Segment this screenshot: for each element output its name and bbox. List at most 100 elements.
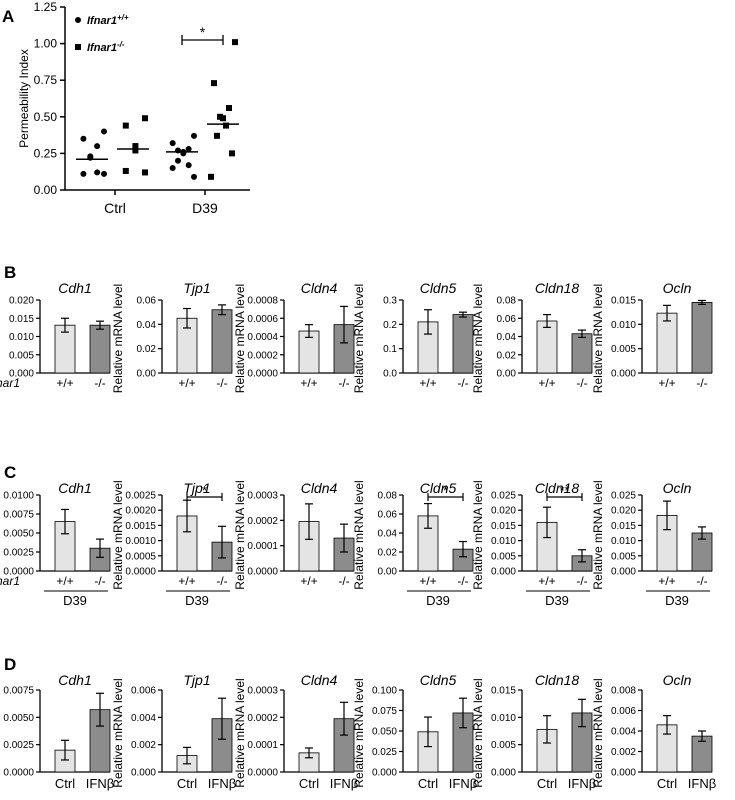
chart-title: Cldn18: [535, 480, 580, 496]
x-tick-label: IFNβ: [568, 776, 596, 791]
x-tick-label: Ctrl: [177, 776, 197, 791]
row-label: Ifnar1: [0, 574, 20, 588]
y-tick-label: 0.02: [137, 344, 157, 355]
data-point: [175, 157, 181, 164]
y-axis-label: Relative mRNA level: [233, 284, 247, 393]
x-tick-label: Ctrl: [537, 776, 557, 791]
y-tick-label: 0.025: [491, 491, 516, 502]
y-axis-label: Relative mRNA level: [352, 284, 366, 393]
y-axis-label: Relative mRNA level: [0, 480, 3, 589]
bar: [691, 302, 713, 374]
y-tick-label: 0.0004: [247, 332, 278, 343]
y-tick-label: 0.000: [611, 768, 636, 779]
y-tick-label: 0.000: [9, 369, 34, 380]
legend-square-marker: [75, 44, 81, 50]
legend-label: Ifnar1+/+: [87, 13, 129, 28]
chart-title: Cldn4: [301, 280, 338, 296]
x-tick-label: +/+: [419, 574, 436, 588]
data-point: [122, 167, 129, 174]
bar: [89, 324, 111, 374]
legend-label: Ifnar1-/-: [87, 40, 125, 55]
data-point: [80, 135, 87, 142]
group-label: D39: [665, 593, 689, 608]
y-axis-label: Permeability Index: [17, 49, 31, 148]
x-tick-label: -/-: [94, 376, 105, 390]
y-axis-label: Relative mRNA level: [0, 678, 3, 787]
y-tick-label: 0.06: [497, 314, 517, 325]
data-point: [169, 165, 176, 172]
y-tick-label: 0.0020: [125, 506, 156, 517]
bar-chart-d-tjp1: Tjp1 Relative mRNA level 0.000 0.002 0.004 0.…: [111, 672, 236, 791]
y-tick-label: 0.025: [611, 491, 636, 502]
y-tick-label: 0.0008: [247, 296, 278, 307]
y-axis-label: Relative mRNA level: [233, 480, 247, 589]
x-tick-label: +/+: [56, 574, 73, 588]
x-tick-label: -/-: [576, 376, 587, 390]
y-tick-label: 0.0003: [247, 491, 278, 502]
y-tick-label: 0.002: [131, 740, 156, 751]
x-tick-label: IFNβ: [208, 776, 236, 791]
y-tick-label: 0.006: [611, 706, 636, 717]
y-tick-label: 0.000: [611, 369, 636, 380]
data-point: [223, 122, 229, 129]
y-axis-label: Relative mRNA level: [471, 480, 485, 589]
y-axis-label: Relative mRNA level: [0, 284, 3, 393]
y-axis-label: Relative mRNA level: [233, 678, 247, 787]
x-tick-label: IFNβ: [330, 776, 358, 791]
data-point: [185, 162, 192, 169]
significance-label: **: [559, 483, 569, 498]
y-tick-label: 0.06: [378, 510, 398, 521]
y-axis-label: Relative mRNA level: [111, 480, 125, 589]
y-tick-label: 0.004: [611, 727, 636, 738]
x-tick-label: Ctrl: [299, 776, 319, 791]
data-point: [94, 143, 101, 150]
data-point: [208, 173, 214, 180]
y-tick-label: 0.005: [9, 350, 34, 361]
y-tick-label: 0.0075: [3, 686, 34, 697]
y-tick-label: 0.04: [137, 320, 157, 331]
data-point: [132, 143, 139, 150]
data-point: [80, 170, 87, 177]
data-point: [132, 147, 139, 154]
y-tick-label: 0.0001: [247, 740, 278, 751]
y-tick-label: 0.0006: [247, 314, 278, 325]
y-tick-label: 0.00: [378, 567, 398, 578]
chart-title: Cldn18: [535, 280, 580, 296]
y-tick-label: 0.04: [378, 529, 398, 540]
y-tick-label: 0.010: [611, 536, 636, 547]
y-tick-label: 0.0025: [3, 548, 34, 559]
y-tick-label: 0.0010: [125, 536, 156, 547]
chart-title: Cdh1: [58, 480, 91, 496]
chart-title: Ocln: [663, 672, 692, 688]
bar-chart-c-tjp1: Tjp1 Relative mRNA level 0.0000 0.0005 0.001…: [111, 480, 233, 608]
y-tick-label: 0.006: [131, 686, 156, 697]
bar: [656, 312, 678, 374]
x-tick-label: -/-: [457, 376, 468, 390]
x-tick-label: +/+: [658, 574, 675, 588]
x-tick-label: +/+: [538, 574, 555, 588]
y-tick-label: 0.005: [491, 740, 516, 751]
bar-chart-b-tjp1: Tjp1 Relative mRNA level 0.00 0.02 0.04 0.06 +…: [111, 280, 233, 393]
x-tick-label: +/+: [538, 376, 555, 390]
y-tick-label: 0.0075: [3, 510, 34, 521]
bar-chart-b-cldn4: Cldn4 Relative mRNA level 0.0000 0.0002 0.00…: [233, 280, 355, 393]
y-tick-label: 0.010: [491, 536, 516, 547]
y-axis-label: Relative mRNA level: [591, 678, 605, 787]
y-tick-label: 0.0025: [3, 740, 34, 751]
group-label: D39: [185, 593, 209, 608]
y-tick-label: 0.000: [491, 768, 516, 779]
y-tick-label: 0.1: [383, 344, 397, 355]
y-tick-label: 0.0000: [3, 768, 34, 779]
data-point: [191, 132, 197, 139]
y-tick-label: 0.020: [9, 296, 34, 307]
y-tick-label: 0.0002: [247, 713, 278, 724]
y-tick-label: 0.0000: [247, 567, 278, 578]
y-tick-label: 0.0015: [125, 521, 156, 532]
bar-chart-d-cldn18: Cldn18 Relative mRNA level 0.000 0.005 0.010…: [471, 672, 596, 791]
x-tick-label: +/+: [658, 376, 675, 390]
y-axis-label: Relative mRNA level: [111, 284, 125, 393]
bar-chart-c-ocln: Ocln Relative mRNA level 0.000 0.005 0.010 0.…: [591, 480, 713, 608]
x-tick-label: +/+: [178, 376, 195, 390]
y-tick-label: 0.0050: [3, 713, 34, 724]
